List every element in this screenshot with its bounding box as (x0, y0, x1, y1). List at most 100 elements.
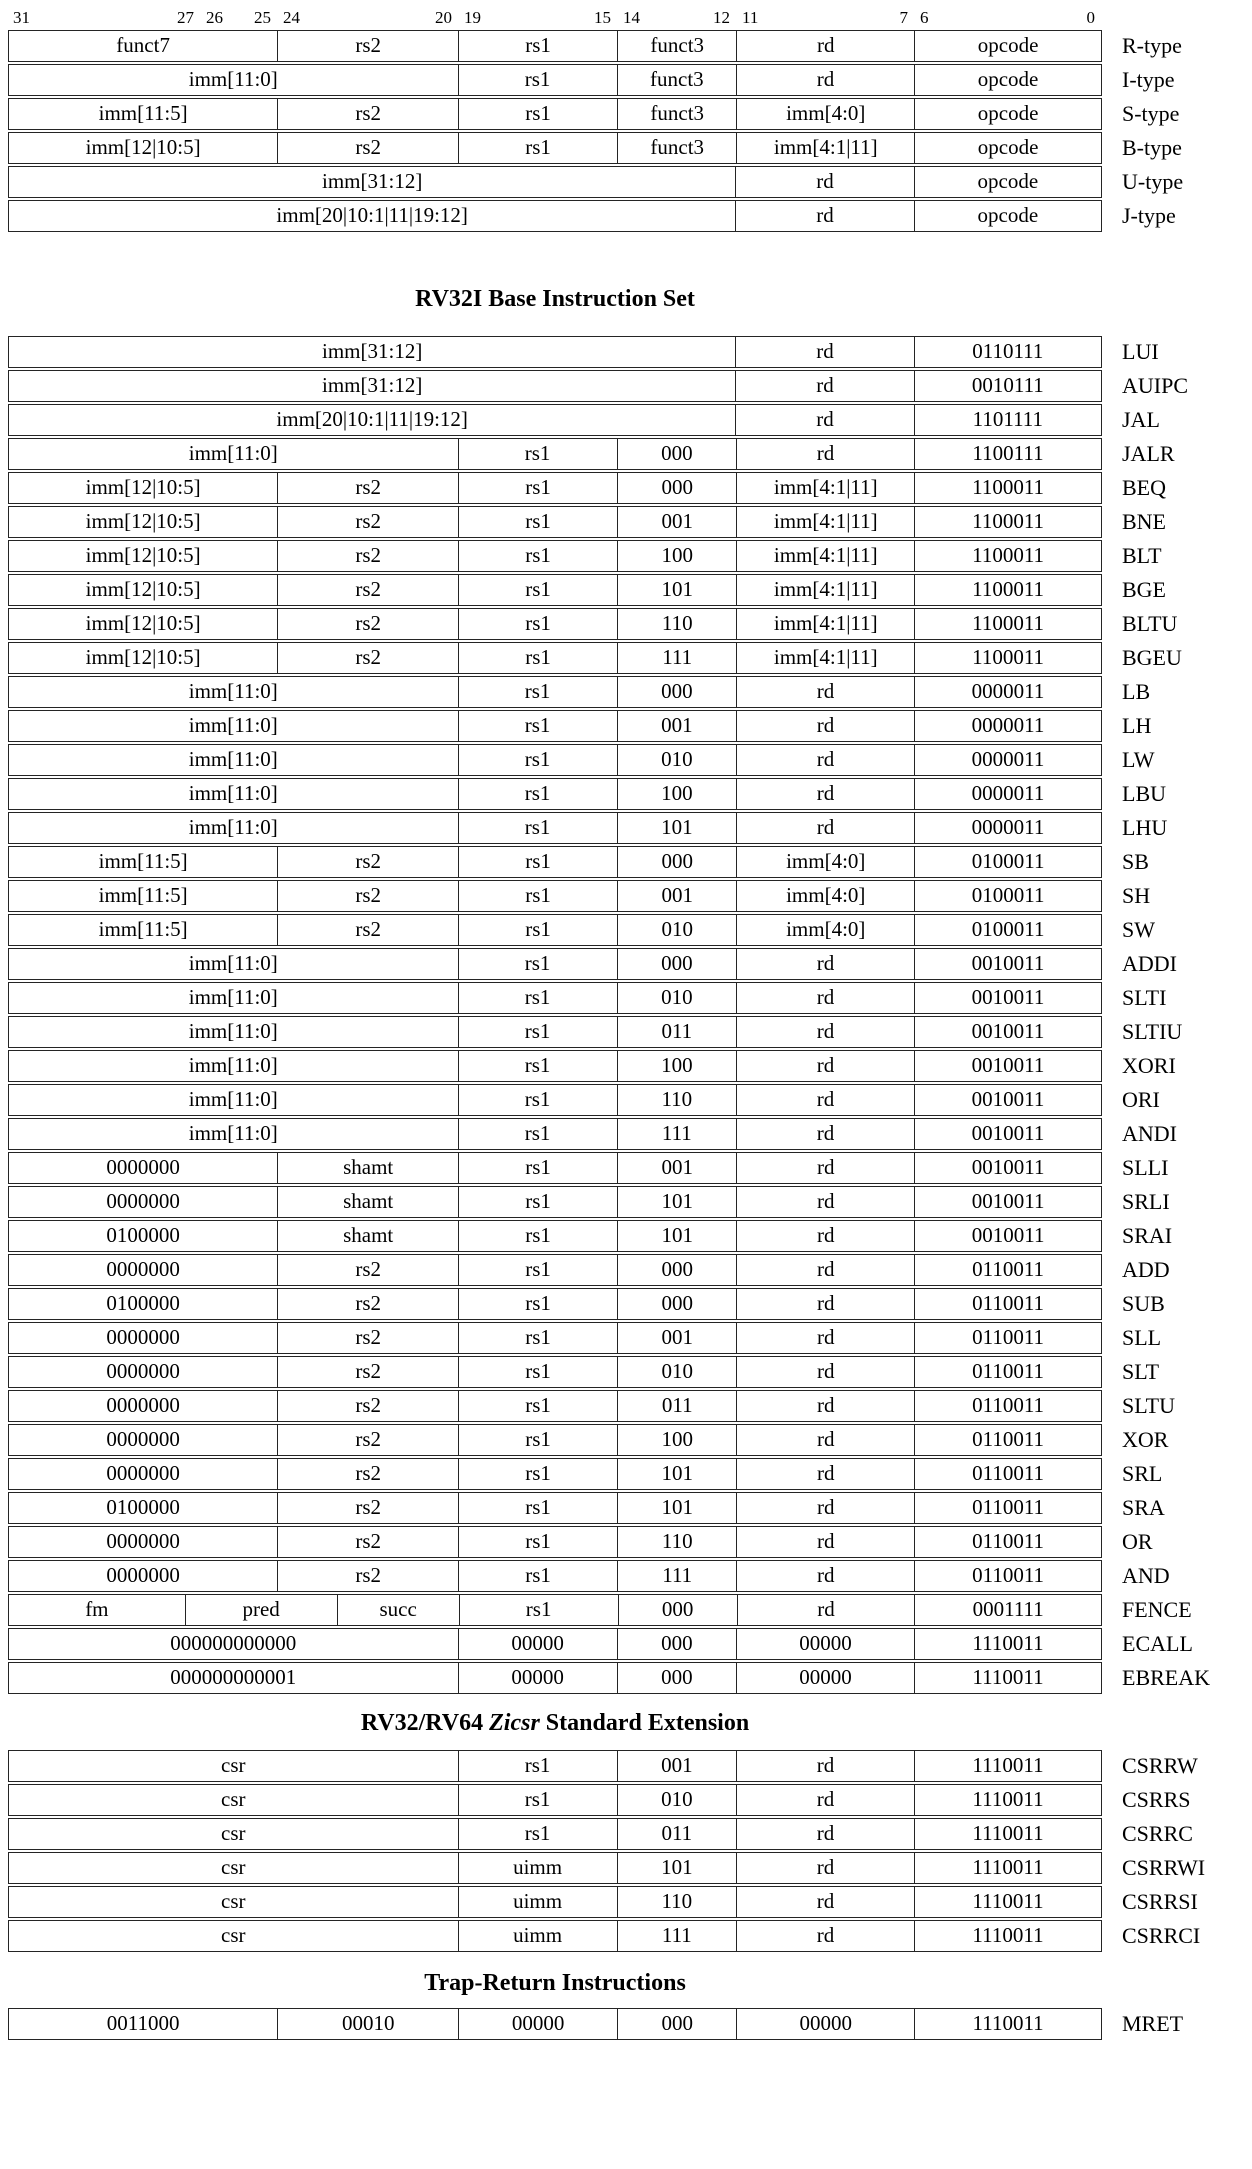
field-cell: 110 (616, 1085, 736, 1115)
field-cell: 1100011 (914, 541, 1101, 571)
field-cell: 0010011 (914, 1017, 1101, 1047)
bit-label: 27 (177, 8, 194, 27)
instruction-row-bltu: imm[12|10:5] rs2 rs1 110 imm[4:1|11] 1100011 B… (8, 608, 1252, 640)
instruction-name: SRA (1122, 1495, 1165, 1520)
field-cell: 000 (616, 1629, 736, 1659)
field-cell: rs1 (457, 1051, 617, 1081)
field-cell: imm[11:0] (188, 67, 278, 91)
field-cell: 0110011 (914, 1289, 1101, 1319)
instruction-name: AND (1122, 1563, 1170, 1588)
field-cell: 1100011 (914, 507, 1101, 537)
field-cell: rs2 (277, 133, 458, 163)
field-cell: rd (736, 1527, 914, 1557)
field-cell: 111 (616, 1119, 736, 1149)
field-cell: opcode (914, 99, 1101, 129)
field-cell: rs1 (458, 915, 617, 945)
field-cell: 0000011 (914, 745, 1101, 775)
field-cell: rs1 (458, 1561, 617, 1591)
field-cell: 1100011 (914, 575, 1101, 605)
field-cell: 0000011 (914, 813, 1101, 843)
field-cell: imm[11:0] (188, 679, 278, 703)
field-cell: 0110111 (913, 337, 1101, 367)
field-cell: 0000011 (914, 711, 1101, 741)
field-cell: rs2 (277, 1493, 458, 1523)
field-cell: imm[12|10:5] (85, 611, 201, 635)
field-cell: rd (736, 949, 914, 979)
field-cell: rd (736, 1187, 914, 1217)
instruction-name: JALR (1122, 441, 1175, 466)
field-cell: uimm (457, 1921, 617, 1951)
field-cell: csr (221, 1787, 246, 1811)
format-type-label: U-type (1122, 169, 1184, 194)
field-cell: 111 (616, 1921, 736, 1951)
field-cell: 00000 (736, 1663, 914, 1693)
bit-range-14-12: 14 12 (618, 8, 737, 28)
field-cell: 0110011 (914, 1561, 1101, 1591)
field-cell: succ (336, 1595, 459, 1625)
field-cell: 1110011 (914, 1785, 1101, 1815)
field-cell: 001 (617, 507, 736, 537)
field-cell: pred (184, 1595, 337, 1625)
field-cell: rd (735, 167, 913, 197)
instruction-name: ORI (1122, 1087, 1160, 1112)
field-cell: funct3 (617, 31, 736, 61)
instruction-name: OR (1122, 1529, 1153, 1554)
field-cell: rd (736, 1153, 914, 1183)
field-cell: rd (736, 1887, 914, 1917)
field-cell: rd (736, 439, 914, 469)
field-cell: rs2 (277, 1357, 458, 1387)
field-cell: rd (736, 1391, 914, 1421)
field-cell: 00000 (458, 2009, 617, 2039)
field-cell: rd (736, 65, 914, 95)
instruction-name: SW (1122, 917, 1155, 942)
field-cell: 0110011 (914, 1527, 1101, 1557)
field-cell: 1110011 (914, 1629, 1101, 1659)
field-cell: rd (735, 371, 913, 401)
instruction-name: FENCE (1122, 1597, 1192, 1622)
field-cell: rs1 (457, 711, 617, 741)
field-cell: imm[31:12] (322, 169, 423, 193)
field-cell: 101 (617, 1493, 736, 1523)
field-cell: imm[11:5] (98, 917, 188, 941)
field-cell: csr (221, 1753, 246, 1777)
field-cell: rd (736, 1785, 914, 1815)
field-cell: 000 (616, 949, 736, 979)
field-cell: rs1 (458, 609, 617, 639)
field-cell: rs1 (458, 1289, 617, 1319)
field-cell: uimm (457, 1887, 617, 1917)
field-cell: 111 (617, 1561, 736, 1591)
instruction-row-bge: imm[12|10:5] rs2 rs1 101 imm[4:1|11] 1100011 B… (8, 574, 1252, 606)
field-cell: rs1 (458, 643, 617, 673)
field-cell: rd (736, 31, 914, 61)
encoding-fields: imm[12|10:5] rs2 rs1 000 imm[4:1|11] 1100011 (8, 472, 1102, 504)
field-cell: rs2 (277, 847, 458, 877)
field-cell: imm[11:0] (188, 985, 278, 1009)
field-cell: rs1 (458, 473, 617, 503)
field-cell: 0010011 (914, 1153, 1101, 1183)
field-cell: imm[12|10:5] (85, 135, 201, 159)
format-type-label: R-type (1122, 33, 1182, 58)
field-cell: imm[11:0] (188, 441, 278, 465)
field-cell: rd (736, 1853, 914, 1883)
field-cell: rs2 (277, 609, 458, 639)
field-cell: rs1 (458, 1425, 617, 1455)
field-cell: 0010011 (914, 1187, 1101, 1217)
field-cell: imm[11:5] (98, 101, 188, 125)
field-cell: 0000000 (106, 1359, 180, 1383)
bit-label: 19 (464, 8, 481, 27)
field-cell: 100 (617, 1425, 736, 1455)
field-cell: 1110011 (914, 1751, 1101, 1781)
instruction-name: SRAI (1122, 1223, 1173, 1248)
field-cell: 011 (617, 1391, 736, 1421)
field-cell: rs1 (458, 1187, 617, 1217)
